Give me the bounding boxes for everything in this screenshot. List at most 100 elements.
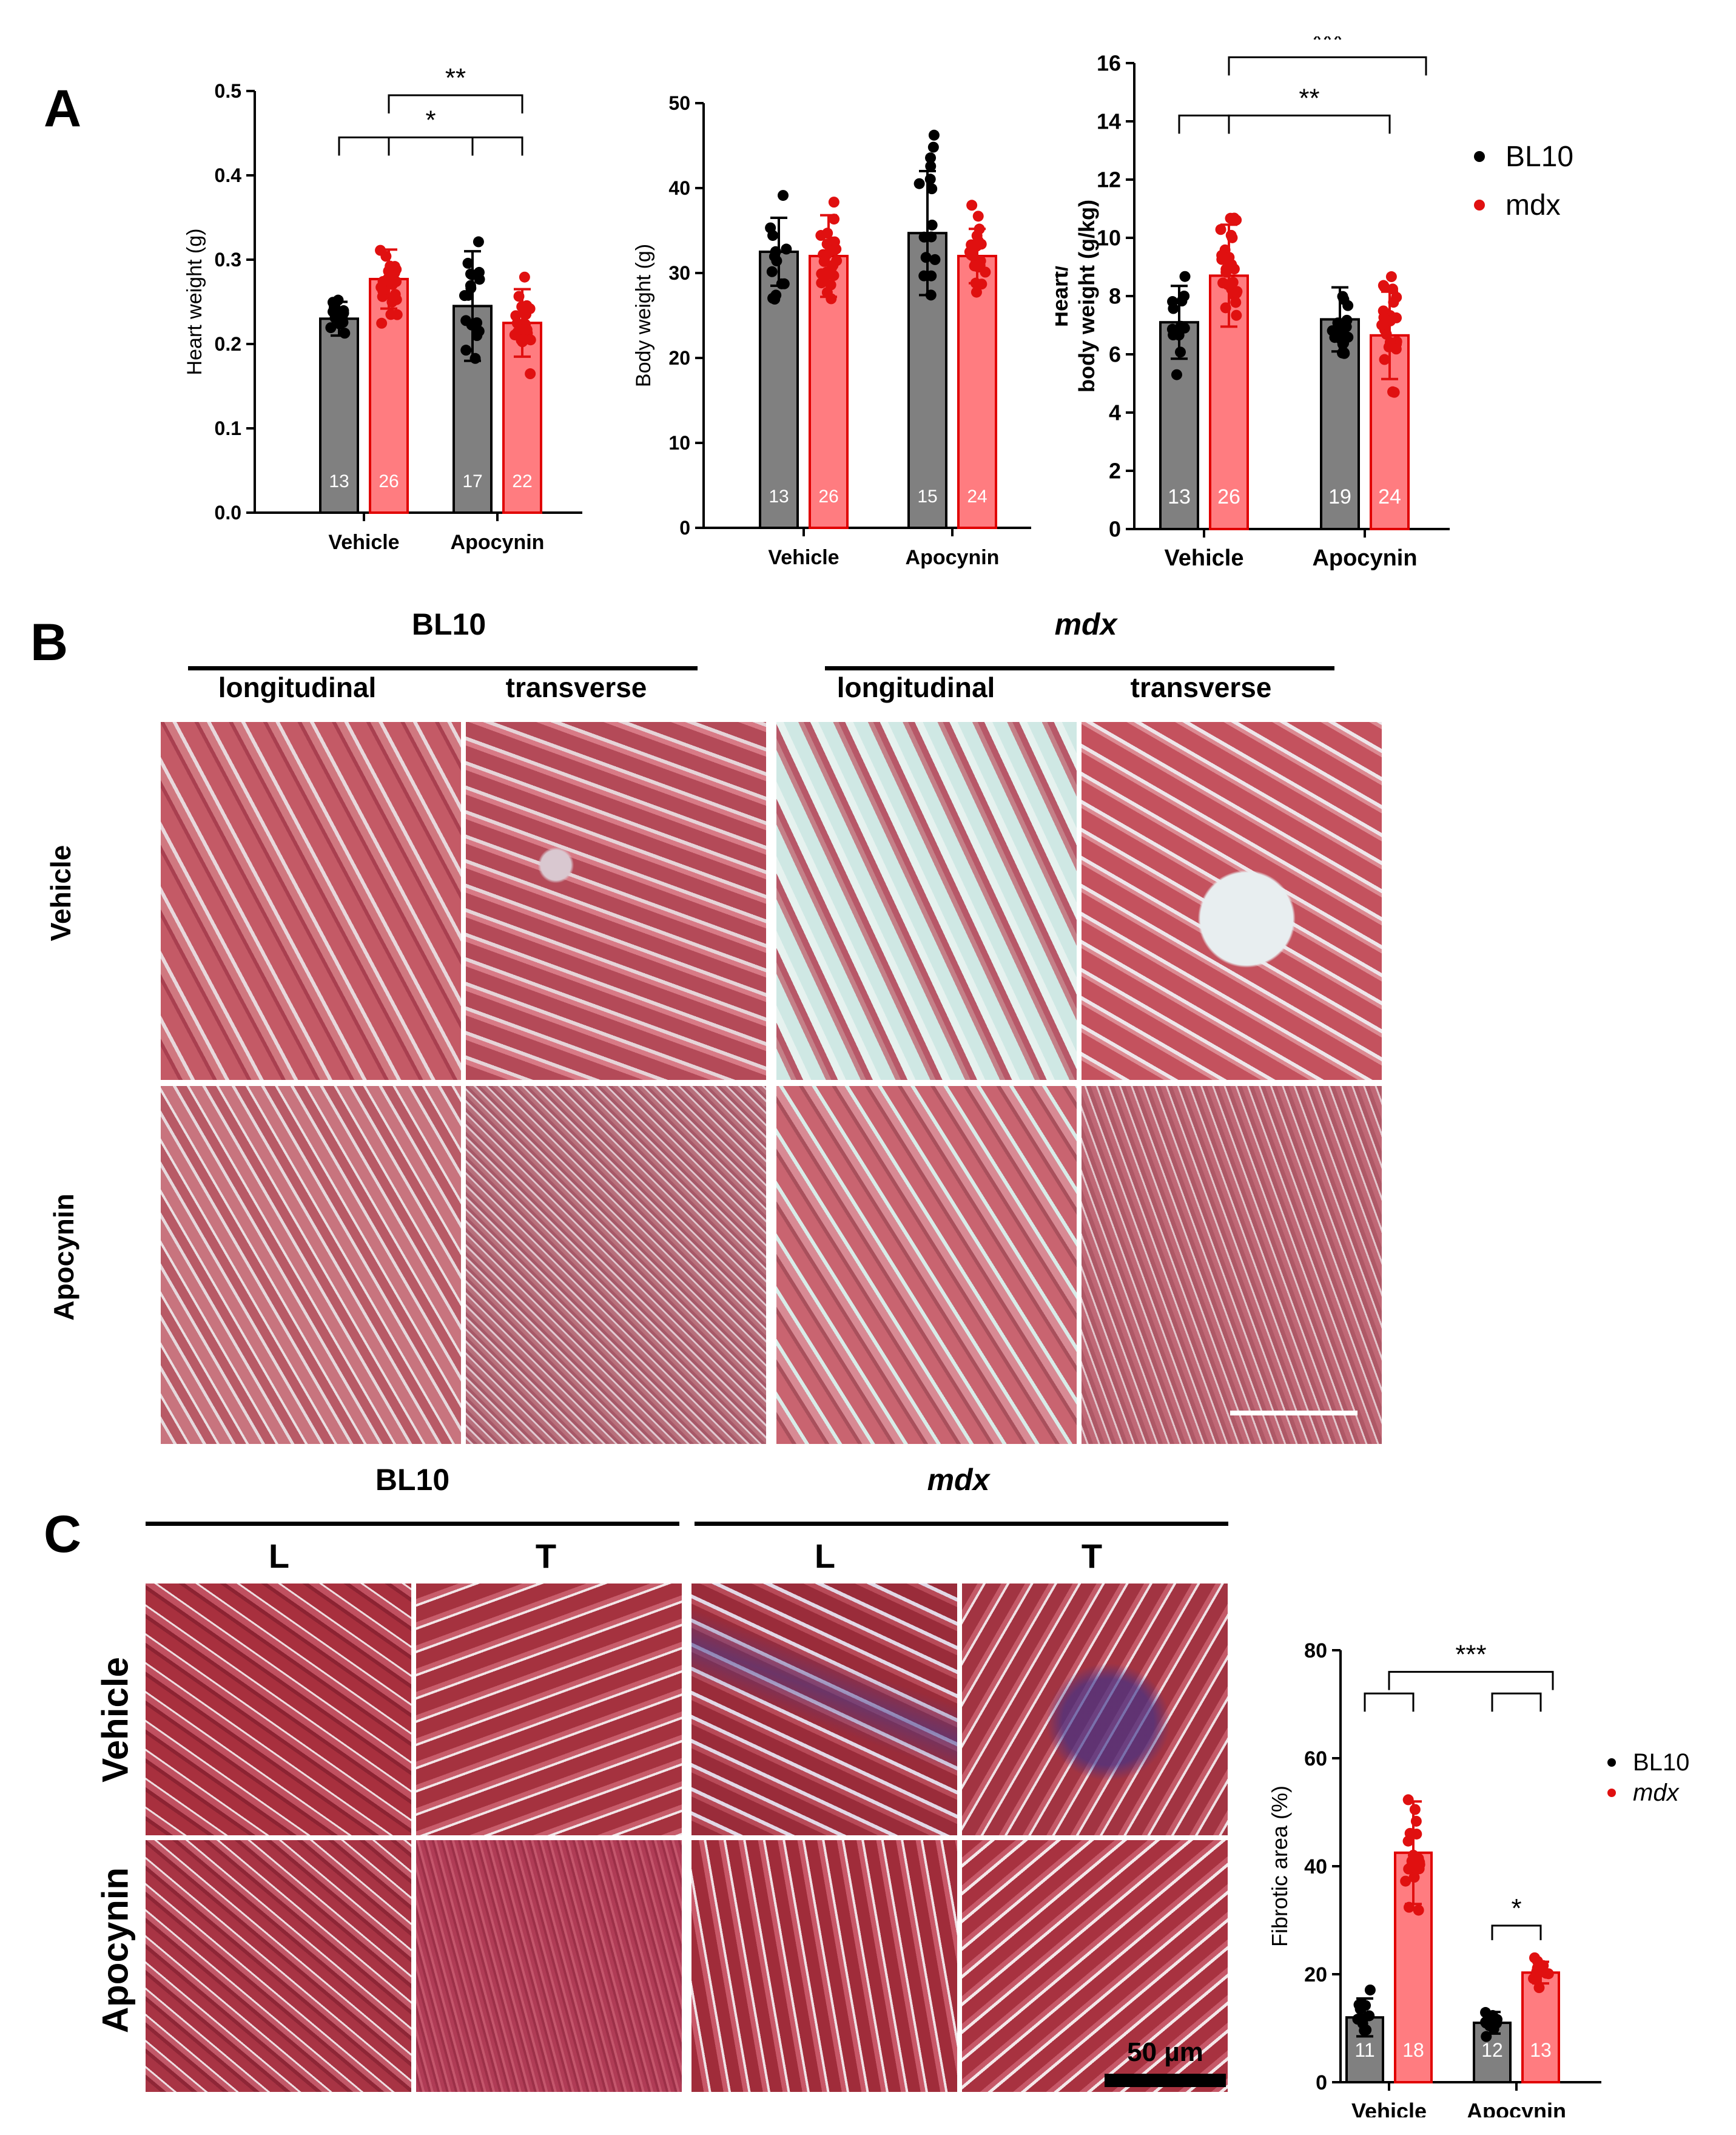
- y-tick-label: 40: [1304, 1855, 1327, 1878]
- y-tick-label: 0.1: [215, 417, 241, 439]
- data-point: [926, 183, 938, 195]
- x-tick-label: Apocynin: [451, 531, 545, 554]
- data-point: [913, 178, 925, 189]
- y-tick-label: 0.0: [215, 502, 241, 524]
- n-label: 24: [967, 487, 987, 507]
- data-point: [525, 334, 536, 346]
- data-point: [469, 352, 481, 364]
- mt-bl10-vehicle-t: [416, 1584, 682, 1835]
- panel-c-rule-bl10: [146, 1522, 679, 1526]
- data-point: [1384, 337, 1396, 348]
- data-point: [1231, 288, 1242, 299]
- data-point: [1485, 2020, 1497, 2032]
- legend-dot-black: [1474, 151, 1485, 162]
- data-point: [1217, 277, 1229, 289]
- y-tick-label: 12: [1097, 167, 1121, 192]
- data-point: [926, 231, 937, 243]
- data-point: [965, 249, 977, 260]
- data-point: [971, 260, 982, 272]
- sig-bracket: [338, 136, 390, 156]
- data-point: [1332, 317, 1344, 329]
- data-point: [822, 228, 833, 239]
- data-point: [966, 239, 977, 251]
- panel-c-group-mdx: mdx: [927, 1463, 990, 1497]
- y-tick-label: 40: [668, 177, 690, 199]
- data-point: [471, 317, 483, 328]
- data-point: [1216, 249, 1228, 261]
- data-point: [517, 336, 528, 348]
- y-tick-label: 2: [1109, 459, 1121, 484]
- data-point: [778, 190, 789, 201]
- data-point: [380, 251, 392, 262]
- panel-b-group-mdx: mdx: [1054, 607, 1117, 641]
- he-mdx-vehicle-transverse: [1082, 722, 1382, 1080]
- panel-c-row-vehicle: Vehicle: [95, 1657, 136, 1783]
- data-point: [385, 260, 396, 272]
- data-point: [928, 129, 940, 141]
- panel-c-row-apocynin: Apocynin: [95, 1867, 136, 2034]
- x-tick-label: Vehicle: [768, 546, 839, 569]
- data-point: [513, 291, 525, 302]
- data-point: [924, 174, 936, 185]
- data-point: [925, 152, 937, 164]
- data-point: [1378, 280, 1389, 291]
- scale-bar-b: [1230, 1411, 1358, 1415]
- he-bl10-vehicle-transverse: [466, 722, 766, 1080]
- panel-a-letter: A: [44, 79, 82, 138]
- data-point: [1179, 322, 1190, 334]
- data-point: [920, 252, 932, 263]
- y-tick-label: 16: [1097, 51, 1121, 76]
- mt-mdx-vehicle-l: [691, 1584, 957, 1835]
- legend-label-bl10: BL10: [1506, 140, 1574, 173]
- n-label: 13: [769, 487, 789, 507]
- sig-label: ***: [1455, 1640, 1486, 1670]
- y-tick-label: 0: [1316, 2071, 1327, 2094]
- panel-b-orient-4: transverse: [1130, 672, 1272, 703]
- y-tick-label: 0.4: [215, 164, 242, 186]
- chart-significance: ****: [1364, 1640, 1554, 1940]
- chart-significance: *****: [1178, 36, 1427, 134]
- data-point: [1387, 386, 1399, 397]
- mt-bl10-apocynin-l: [146, 1840, 411, 2092]
- data-point: [1231, 214, 1242, 226]
- panel-b-letter: B: [30, 613, 69, 672]
- data-point: [1528, 1973, 1539, 1985]
- chart-dots: [1352, 1794, 1554, 2042]
- sig-label: *: [425, 105, 436, 135]
- bar-mdx-apocynin: [957, 255, 997, 529]
- chart-dots: [1166, 212, 1402, 398]
- data-point: [1543, 1968, 1554, 1980]
- sig-label: *: [1511, 1894, 1521, 1923]
- y-axis-label: Body weight (g): [632, 244, 655, 387]
- data-point: [460, 345, 472, 356]
- data-point: [926, 219, 938, 231]
- x-tick-label: Vehicle: [328, 531, 399, 554]
- data-point: [1381, 315, 1392, 326]
- chart-dots: [325, 236, 536, 380]
- data-point: [1402, 1794, 1414, 1806]
- n-label: 13: [1168, 485, 1191, 508]
- panel-b-rule-mdx: [825, 666, 1334, 670]
- data-point: [971, 286, 982, 298]
- n-label: 26: [1217, 485, 1240, 508]
- data-point: [386, 296, 398, 308]
- y-tick-label: 20: [668, 347, 690, 369]
- data-point: [332, 294, 344, 306]
- y-tick-label: 50: [668, 92, 690, 114]
- data-point: [826, 293, 837, 305]
- sig-bracket: [1491, 1692, 1542, 1712]
- data-point: [925, 289, 937, 301]
- data-point: [781, 243, 792, 255]
- data-point: [339, 328, 351, 339]
- data-point: [1171, 369, 1182, 380]
- y-tick-label: 80: [1304, 1639, 1327, 1662]
- x-tick-label: Apocynin: [1312, 545, 1417, 571]
- chart-bars: 11 18 12 13: [1345, 1800, 1560, 2084]
- n-label: 22: [512, 471, 532, 491]
- data-point: [1357, 2018, 1368, 2029]
- chart-frame: 0 20 40 60 80 Fibrotic area (%) Vehicle Apocyni…: [1267, 1639, 1601, 2117]
- data-point: [1230, 297, 1242, 308]
- chart-significance: ***: [338, 67, 523, 156]
- sig-bracket: [1491, 1924, 1542, 1940]
